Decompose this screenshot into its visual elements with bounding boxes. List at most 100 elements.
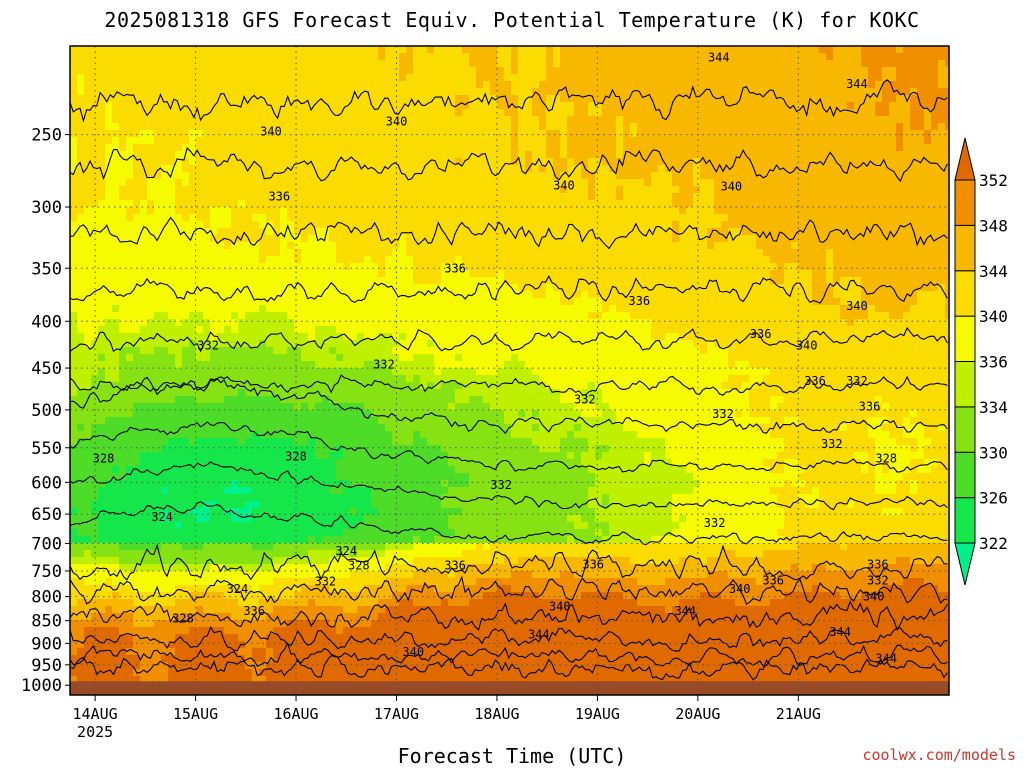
theta-cell — [350, 242, 358, 250]
theta-cell — [553, 151, 561, 159]
theta-cell — [630, 319, 638, 327]
theta-cell — [945, 228, 949, 236]
theta-cell — [357, 263, 365, 271]
theta-cell — [609, 81, 617, 89]
theta-cell — [350, 263, 358, 271]
theta-cell — [448, 53, 456, 61]
theta-cell — [658, 179, 666, 187]
theta-cell — [84, 88, 92, 96]
theta-cell — [553, 144, 561, 152]
theta-cell — [819, 193, 827, 201]
theta-cell — [462, 60, 470, 68]
theta-cell — [126, 312, 134, 320]
theta-cell — [735, 116, 743, 124]
theta-cell — [364, 249, 372, 257]
theta-cell — [644, 179, 652, 187]
theta-cell — [266, 53, 274, 61]
theta-cell — [322, 151, 330, 159]
theta-cell — [714, 74, 722, 82]
theta-cell — [784, 298, 792, 306]
theta-cell — [910, 46, 918, 54]
theta-cell — [490, 46, 498, 54]
theta-cell — [350, 46, 358, 54]
theta-cell — [378, 179, 386, 187]
theta-cell — [168, 221, 176, 229]
theta-cell — [329, 186, 337, 194]
theta-cell — [721, 46, 729, 54]
theta-cell — [483, 228, 491, 236]
theta-cell — [308, 151, 316, 159]
theta-cell — [329, 81, 337, 89]
theta-cell — [700, 228, 708, 236]
theta-cell — [350, 235, 358, 243]
theta-cell — [378, 207, 386, 215]
theta-cell — [77, 228, 85, 236]
theta-cell — [560, 291, 568, 299]
theta-cell — [924, 123, 932, 131]
theta-cell — [868, 172, 876, 180]
theta-cell — [889, 172, 897, 180]
theta-cell — [392, 88, 400, 96]
theta-cell — [609, 102, 617, 110]
theta-cell — [637, 67, 645, 75]
theta-cell — [175, 242, 183, 250]
theta-cell — [70, 207, 78, 215]
theta-cell — [210, 256, 218, 264]
theta-cell — [105, 53, 113, 61]
theta-cell — [735, 53, 743, 61]
theta-cell — [630, 256, 638, 264]
theta-cell — [98, 256, 106, 264]
theta-cell — [651, 137, 659, 145]
theta-cell — [210, 193, 218, 201]
theta-cell — [539, 130, 547, 138]
theta-cell — [574, 200, 582, 208]
theta-cell — [98, 116, 106, 124]
theta-cell — [70, 249, 78, 257]
theta-cell — [301, 116, 309, 124]
theta-cell — [469, 109, 477, 117]
theta-cell — [259, 235, 267, 243]
theta-cell — [805, 256, 813, 264]
theta-cell — [784, 130, 792, 138]
theta-cell — [315, 53, 323, 61]
theta-cell — [770, 81, 778, 89]
theta-cell — [91, 95, 99, 103]
theta-cell — [637, 123, 645, 131]
theta-cell — [700, 67, 708, 75]
theta-cell — [518, 53, 526, 61]
theta-cell — [728, 88, 736, 96]
theta-cell — [798, 214, 806, 222]
theta-cell — [525, 179, 533, 187]
theta-cell — [581, 193, 589, 201]
theta-cell — [357, 214, 365, 222]
theta-cell — [714, 102, 722, 110]
theta-cell — [819, 235, 827, 243]
theta-cell — [945, 284, 949, 292]
theta-cell — [735, 284, 743, 292]
theta-cell — [231, 291, 239, 299]
theta-cell — [259, 200, 267, 208]
theta-cell — [567, 95, 575, 103]
theta-cell — [420, 60, 428, 68]
theta-cell — [70, 123, 78, 131]
theta-cell — [882, 193, 890, 201]
theta-cell — [357, 249, 365, 257]
theta-cell — [154, 158, 162, 166]
theta-cell — [833, 74, 841, 82]
theta-cell — [742, 95, 750, 103]
theta-cell — [609, 319, 617, 327]
theta-cell — [546, 298, 554, 306]
theta-cell — [140, 60, 148, 68]
theta-cell — [112, 305, 120, 313]
theta-cell — [791, 60, 799, 68]
theta-cell — [161, 81, 169, 89]
theta-cell — [616, 249, 624, 257]
theta-cell — [84, 74, 92, 82]
theta-cell — [210, 228, 218, 236]
theta-cell — [945, 151, 949, 159]
theta-cell — [231, 319, 239, 327]
theta-cell — [147, 249, 155, 257]
theta-cell — [749, 151, 757, 159]
theta-cell — [945, 46, 949, 54]
theta-cell — [651, 277, 659, 285]
